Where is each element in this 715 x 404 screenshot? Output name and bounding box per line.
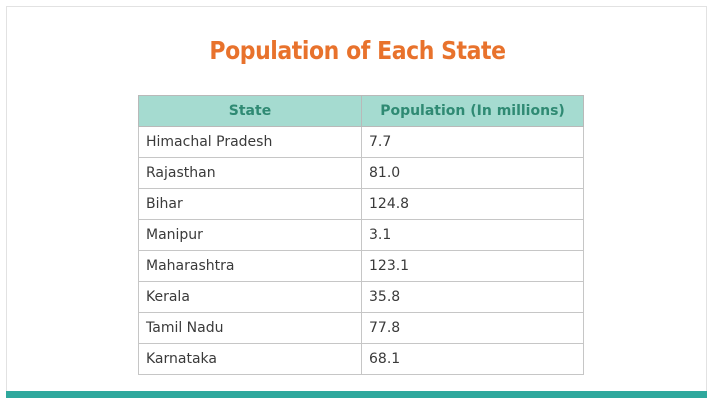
table-row: Himachal Pradesh 7.7 [138,126,584,158]
state-cell: Karnataka [138,343,362,375]
table-row: Tamil Nadu 77.8 [138,312,584,344]
population-cell: 35.8 [361,281,584,313]
state-cell: Tamil Nadu [138,312,362,344]
page-title: Population of Each State [209,36,506,65]
table-row: Rajasthan 81.0 [138,157,584,189]
state-cell: Manipur [138,219,362,251]
population-cell: 3.1 [361,219,584,251]
population-cell: 124.8 [361,188,584,220]
table-row: Manipur 3.1 [138,219,584,251]
state-cell: Himachal Pradesh [138,126,362,158]
table-row: Bihar 124.8 [138,188,584,220]
state-cell: Maharashtra [138,250,362,282]
table-row: Kerala 35.8 [138,281,584,313]
table-row: Karnataka 68.1 [138,343,584,375]
table-row: Maharashtra 123.1 [138,250,584,282]
state-cell: Bihar [138,188,362,220]
column-header-state: State [138,95,362,127]
population-cell: 7.7 [361,126,584,158]
bottom-accent-bar [6,391,707,398]
population-cell: 123.1 [361,250,584,282]
state-cell: Kerala [138,281,362,313]
population-cell: 77.8 [361,312,584,344]
table-header-row: State Population (In millions) [138,95,584,127]
population-cell: 68.1 [361,343,584,375]
population-table: State Population (In millions) Himachal … [138,95,584,375]
column-header-population: Population (In millions) [361,95,584,127]
state-cell: Rajasthan [138,157,362,189]
population-cell: 81.0 [361,157,584,189]
